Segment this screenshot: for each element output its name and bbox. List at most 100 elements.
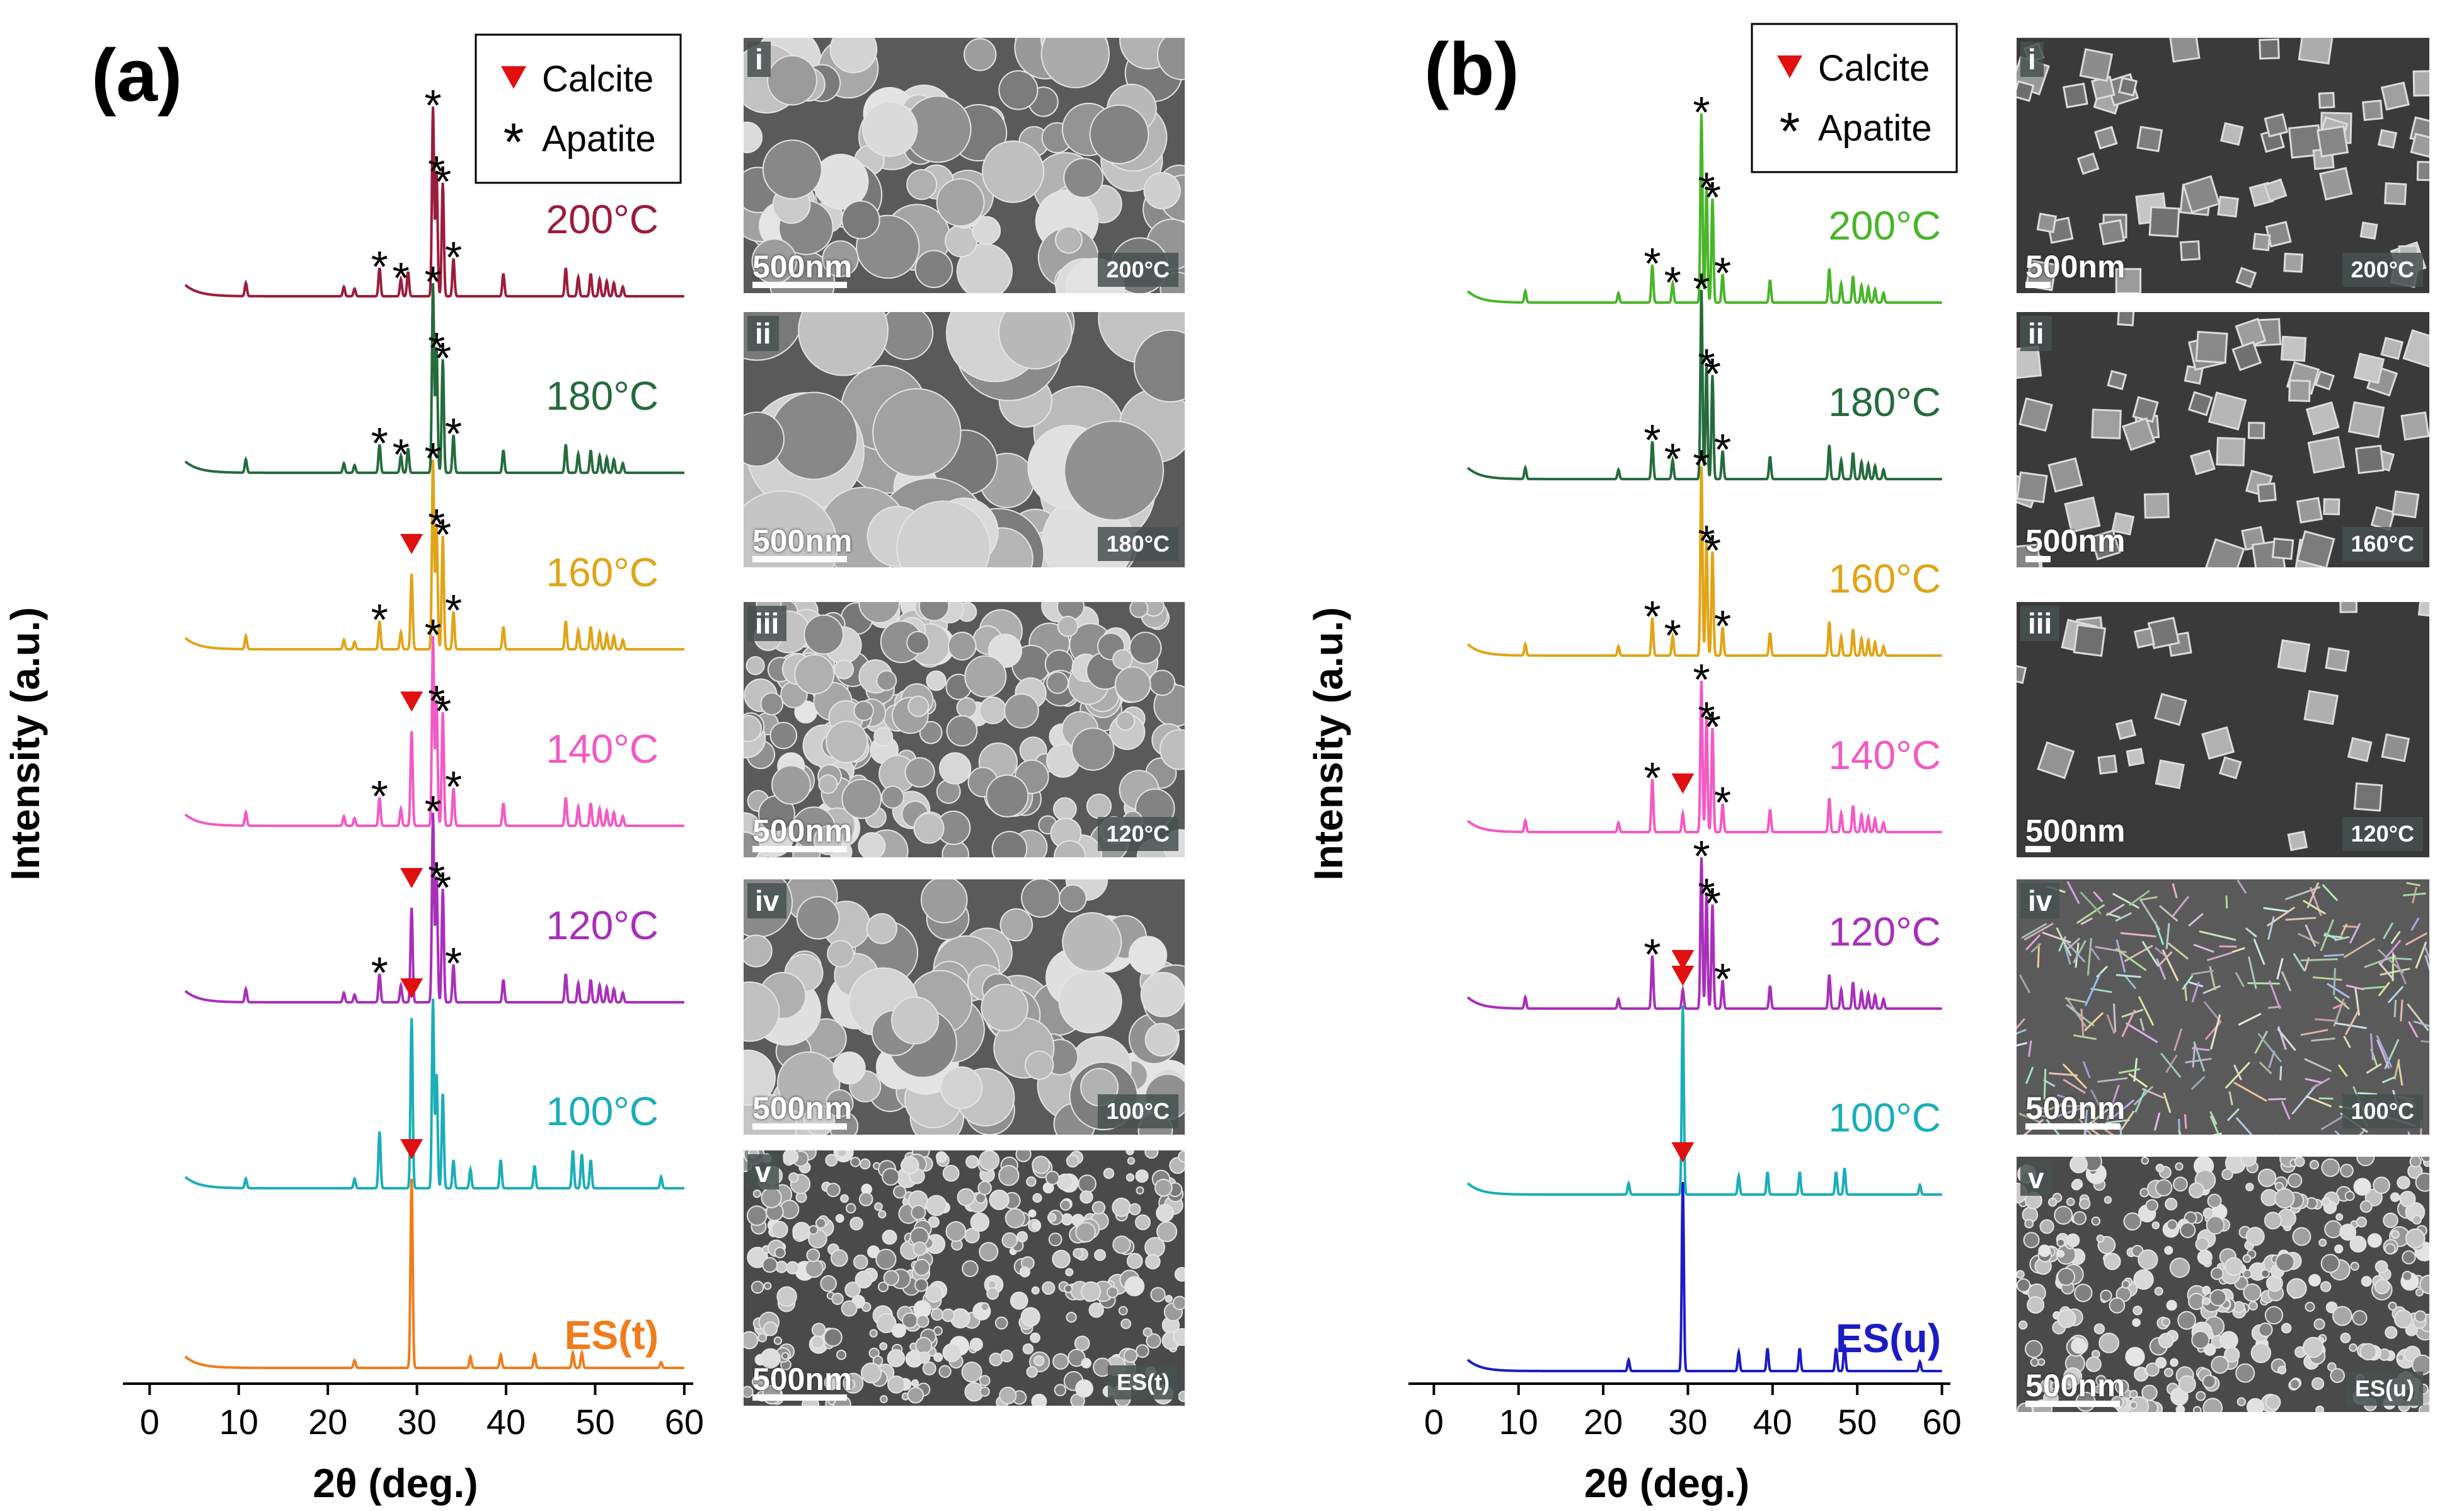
sem-image-b-i: i 200°C 500nm xyxy=(2017,38,2429,293)
legend: Calcite * Apatite xyxy=(475,33,682,184)
apatite-marker-icon: * xyxy=(371,242,388,291)
apatite-marker-icon: * xyxy=(445,762,462,811)
calcite-marker-icon xyxy=(400,1139,423,1159)
sem-scale-bar: 500nm xyxy=(752,523,852,562)
sem-temperature-label: 200°C xyxy=(2342,253,2423,287)
sem-scale-text: 500nm xyxy=(752,813,853,848)
xrd-trace-line xyxy=(1466,1005,1942,1196)
y-axis-label: Intensity (a.u.) xyxy=(3,607,48,881)
legend-box xyxy=(475,33,682,184)
sem-texture xyxy=(2017,312,2429,567)
apatite-marker-icon: * xyxy=(1644,592,1661,641)
apatite-marker-icon: * xyxy=(393,253,410,303)
apatite-marker-icon: * xyxy=(1644,415,1661,465)
series-label: 180°C xyxy=(1828,379,1941,425)
apatite-marker-icon: * xyxy=(434,686,451,736)
x-tick-label: 30 xyxy=(1668,1402,1707,1442)
sem-scale-bar: 500nm xyxy=(2025,249,2125,288)
xrd-trace-line xyxy=(184,636,684,827)
series-label: ES(t) xyxy=(565,1312,659,1358)
apatite-marker-icon: * xyxy=(371,595,388,644)
xrd-series: 200°C** **** xyxy=(184,81,684,303)
sem-scale-line xyxy=(2025,1401,2120,1407)
apatite-marker-icon: * xyxy=(1693,831,1710,881)
xrd-series: 120°C***** xyxy=(184,787,684,1004)
xrd-series: 160°C** **** xyxy=(1466,441,1942,660)
apatite-marker-icon: * xyxy=(445,233,462,282)
sem-texture xyxy=(744,38,1185,293)
apatite-marker-icon: * xyxy=(1704,349,1721,398)
sem-roman-label: i xyxy=(2020,42,2044,77)
apatite-marker-icon: * xyxy=(424,81,441,130)
sem-scale-line xyxy=(2025,1123,2120,1130)
xrd-trace-line xyxy=(184,813,684,1004)
apatite-marker-icon: * xyxy=(445,586,462,635)
sem-scale-line xyxy=(752,556,847,562)
sem-image-b-iii: iii 120°C 500nm xyxy=(2017,602,2429,857)
apatite-marker-icon: * xyxy=(1693,655,1710,704)
sem-scale-bar: 500nm xyxy=(2025,523,2125,562)
legend-label: Apatite xyxy=(1818,108,1932,149)
x-tick-label: 50 xyxy=(1838,1402,1877,1442)
sem-temperature-label: ES(u) xyxy=(2346,1372,2423,1406)
apatite-marker-icon: * xyxy=(1664,258,1681,307)
apatite-marker-icon: * xyxy=(434,157,451,206)
sem-image-b-v: v ES(u) 500nm xyxy=(2017,1157,2429,1412)
series-label: 140°C xyxy=(1828,732,1941,778)
apatite-marker-icon: * xyxy=(428,853,445,902)
series-label: 200°C xyxy=(546,197,659,242)
legend-label: Calcite xyxy=(542,59,653,100)
sem-image-a-ii: ii 180°C 500nm xyxy=(744,312,1185,567)
x-tick-label: 10 xyxy=(219,1402,258,1442)
sem-image-b-iv: iv 100°C 500nm xyxy=(2017,879,2429,1135)
sem-roman-label: ii xyxy=(2020,316,2052,351)
sem-roman-label: v xyxy=(2020,1161,2052,1196)
apatite-marker-icon: * xyxy=(1698,516,1715,565)
xrd-series: 180°C** **** xyxy=(1466,264,1942,483)
apatite-marker-icon: * xyxy=(1704,173,1721,222)
xrd-trace-line xyxy=(184,107,684,298)
apatite-marker-icon: * xyxy=(371,948,388,997)
xrd-panel-a: (a) 0 10 20 30 40 50 60 2θ (deg.) Intensity (a.u.… xyxy=(3,33,704,1506)
calcite-triangle-icon xyxy=(1777,55,1802,78)
series-label: 160°C xyxy=(1828,556,1941,601)
sem-texture xyxy=(744,312,1185,567)
series-label: 180°C xyxy=(546,373,659,419)
apatite-marker-icon: * xyxy=(1714,425,1731,474)
sem-scale-text: 500nm xyxy=(752,1362,853,1397)
x-tick-label: 30 xyxy=(397,1402,436,1442)
apatite-marker-icon: * xyxy=(1704,879,1721,928)
series-label: 200°C xyxy=(1828,203,1941,248)
sem-roman-label: ii xyxy=(747,316,779,351)
xrd-trace-line xyxy=(1466,680,1942,833)
sem-temperature-label: 160°C xyxy=(2342,527,2423,561)
xrd-series: 200°C** **** xyxy=(1466,88,1942,307)
apatite-marker-icon: * xyxy=(1644,239,1661,288)
apatite-marker-icon: * xyxy=(1693,441,1710,490)
xrd-series: 160°C***** xyxy=(184,434,684,651)
legend-label: Apatite xyxy=(542,119,656,159)
panel-label: (b) xyxy=(1424,28,1519,111)
sem-scale-bar: 500nm xyxy=(2025,813,2125,852)
sem-roman-label: iv xyxy=(747,883,787,918)
apatite-marker-icon: * xyxy=(424,257,441,306)
xrd-series: 100°C xyxy=(184,978,684,1190)
sem-temperature-label: 120°C xyxy=(1097,817,1178,851)
series-label: 100°C xyxy=(546,1089,659,1134)
series-label: 100°C xyxy=(1828,1095,1941,1140)
sem-temperature-label: 200°C xyxy=(1097,253,1178,287)
x-tick-label: 50 xyxy=(575,1402,614,1442)
xrd-series: ES(u) xyxy=(1466,1142,1942,1372)
sem-roman-label: iii xyxy=(2020,606,2060,641)
apatite-marker-icon: * xyxy=(434,333,451,383)
x-tick-label: 20 xyxy=(1584,1402,1623,1442)
sem-scale-text: 500nm xyxy=(752,1091,853,1126)
sem-temperature-label: ES(t) xyxy=(1108,1365,1178,1399)
calcite-marker-icon xyxy=(1671,966,1695,986)
x-axis-label: 2θ (deg.) xyxy=(1584,1461,1749,1506)
series-label: ES(u) xyxy=(1836,1316,1941,1361)
calcite-marker-icon xyxy=(1671,950,1695,970)
apatite-marker-icon: * xyxy=(1698,340,1715,389)
sem-temperature-label: 180°C xyxy=(1097,527,1178,561)
